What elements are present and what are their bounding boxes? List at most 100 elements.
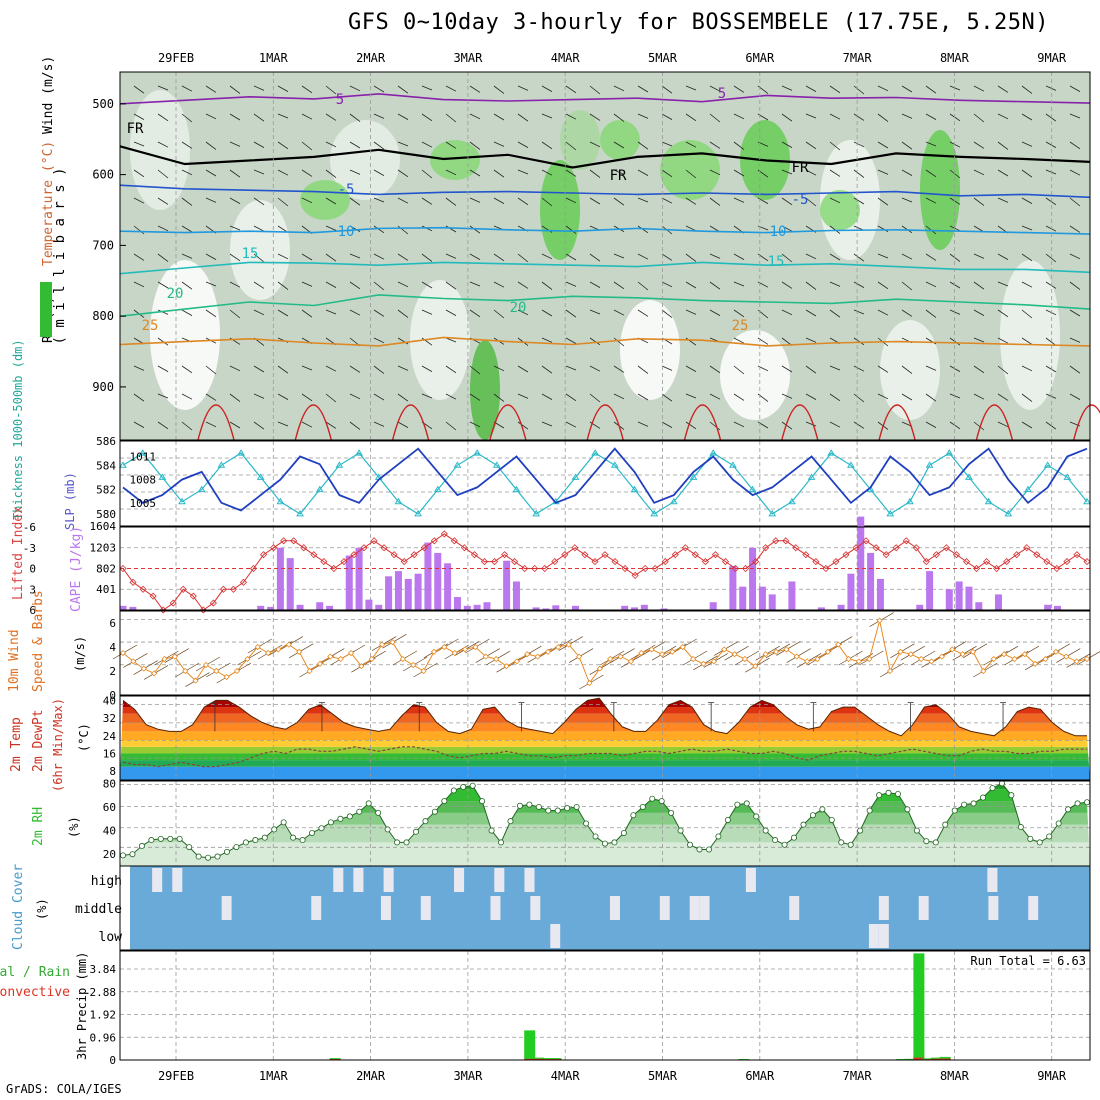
wind-barb <box>997 197 1009 203</box>
wind-barb <box>325 393 337 403</box>
cloud-gap <box>1028 896 1039 920</box>
wind-barb <box>301 281 313 287</box>
wind-barb <box>805 113 817 119</box>
wind-barb <box>397 197 409 204</box>
wind-barb <box>1045 309 1057 316</box>
thickness-point <box>610 461 619 468</box>
wind-barb <box>565 225 577 234</box>
rh-point <box>337 815 344 822</box>
wind-barb <box>445 365 457 374</box>
wind-barb <box>157 253 169 262</box>
date-label-bottom: 1MAR <box>259 1069 289 1083</box>
cloud-gap <box>383 868 394 892</box>
ytick-label: 6 <box>29 604 36 617</box>
lifted-point <box>752 558 760 566</box>
wind-barb <box>445 225 457 233</box>
wind-barb <box>997 421 1009 428</box>
wind-barb <box>397 85 409 94</box>
cape-bar <box>709 602 717 610</box>
wind-barb <box>445 85 457 92</box>
wind-barb <box>325 141 337 148</box>
temp-band <box>120 740 1090 747</box>
wind-barb <box>901 393 913 401</box>
rh-point <box>186 844 193 851</box>
wind-barb <box>829 421 841 428</box>
wind-speed-point <box>1063 653 1070 660</box>
wind-speed-point <box>327 653 334 660</box>
wind-barb <box>373 85 385 93</box>
wind-barb <box>373 393 385 401</box>
wind-barb <box>613 253 625 259</box>
wind-barb <box>613 393 625 400</box>
wind-speed-point <box>1052 648 1059 655</box>
wind-barb <box>325 113 337 121</box>
wind-barb <box>493 169 505 178</box>
wind-barb <box>421 365 433 372</box>
wind-barb <box>997 141 1009 150</box>
cloud-gap <box>333 868 344 892</box>
wind-speed-point <box>762 651 769 658</box>
legend-temperature: Temperature (°C) <box>41 141 56 266</box>
wind-barb <box>805 337 817 343</box>
cape-bar <box>129 606 137 610</box>
wind-barb <box>205 365 217 375</box>
wind-barb <box>277 169 289 176</box>
date-label-bottom: 3MAR <box>453 1069 483 1083</box>
cape-bar <box>483 602 491 610</box>
wind-barb <box>1021 281 1033 288</box>
ytick-label: 800 <box>92 309 114 323</box>
rh-point <box>592 833 599 840</box>
wind-speed-point <box>493 655 500 663</box>
thickness-point <box>689 473 698 480</box>
date-label-top: 5MAR <box>648 51 678 65</box>
contour-line <box>119 294 1091 317</box>
wind-barb <box>1069 169 1081 176</box>
cape-bar <box>926 571 934 610</box>
thickness-point <box>984 497 993 505</box>
wind-barb <box>421 141 433 148</box>
wind-barb <box>781 253 793 263</box>
rh-patch <box>720 330 790 420</box>
wind-barb <box>493 113 505 121</box>
wind-barb <box>781 113 793 122</box>
wind-barb <box>853 393 865 403</box>
wind-barb <box>277 141 289 150</box>
wind-speed-point <box>824 648 831 655</box>
cloud-gap <box>918 896 929 920</box>
wind-barb <box>133 253 145 261</box>
wind-barb <box>613 85 625 92</box>
lifted-point <box>521 564 529 573</box>
rh-point <box>148 837 155 844</box>
lifted-point <box>681 544 689 552</box>
date-label-bottom: 6MAR <box>745 1069 775 1083</box>
wind-barb <box>709 169 721 176</box>
lifted-point <box>340 558 348 566</box>
wind-barb <box>1021 169 1033 178</box>
rh-point <box>261 834 268 841</box>
precip-axis-label: 3hr Precip (mm) <box>75 952 89 1060</box>
wind-barb <box>157 113 169 122</box>
date-label-top: 7MAR <box>843 51 873 65</box>
wind-barb <box>469 281 481 287</box>
wind-speed-point <box>140 665 147 672</box>
minmax-axis-label: (6hr Min/Max) <box>51 698 65 792</box>
rh-point <box>365 800 372 807</box>
temp-unit: (°C) <box>77 723 91 752</box>
wind-barb <box>397 309 409 318</box>
wind-barb <box>421 169 433 179</box>
precip-bar <box>913 953 925 1060</box>
wind-barb <box>709 253 721 259</box>
wind-barb <box>709 197 721 206</box>
wind-barb <box>829 197 841 204</box>
lifted-point <box>119 564 127 573</box>
thickness-point <box>1043 461 1052 468</box>
rh-point <box>176 835 183 842</box>
wind-speed-point <box>638 649 645 657</box>
wind-barb <box>637 85 649 93</box>
cape-bar <box>355 547 363 610</box>
wind-barb <box>589 253 601 262</box>
wind-barb <box>565 309 577 318</box>
wind-barb <box>253 421 265 430</box>
rh-point <box>1046 833 1053 840</box>
